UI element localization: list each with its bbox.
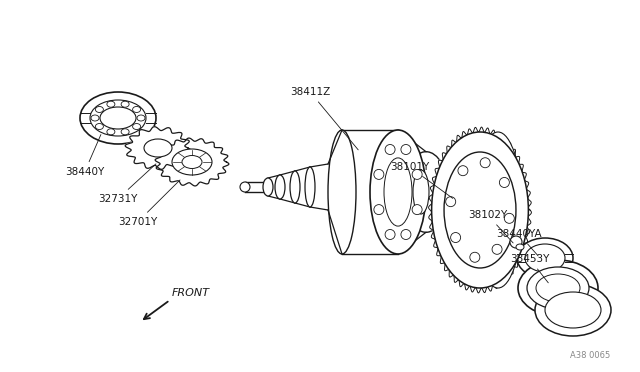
Polygon shape [155,138,229,186]
Ellipse shape [240,182,250,192]
Ellipse shape [263,178,273,196]
Ellipse shape [385,144,395,154]
Ellipse shape [91,115,99,121]
Text: 38440Y: 38440Y [65,135,104,177]
Ellipse shape [384,158,412,226]
Ellipse shape [182,155,202,169]
Ellipse shape [404,152,449,232]
Text: 38101Y: 38101Y [390,162,452,198]
Ellipse shape [95,106,104,112]
Ellipse shape [536,274,580,302]
Ellipse shape [510,236,522,248]
Ellipse shape [480,158,490,168]
Ellipse shape [545,292,601,328]
Ellipse shape [107,129,115,135]
Ellipse shape [107,101,115,107]
Ellipse shape [144,139,172,157]
Ellipse shape [517,238,573,278]
Ellipse shape [374,205,384,215]
Ellipse shape [305,167,315,207]
Ellipse shape [121,129,129,135]
Text: 38453Y: 38453Y [510,254,549,283]
Ellipse shape [328,130,356,254]
Text: FRONT: FRONT [172,288,210,298]
Ellipse shape [431,132,529,288]
Text: 38411Z: 38411Z [290,87,358,150]
Ellipse shape [80,92,156,144]
Ellipse shape [412,169,422,179]
Ellipse shape [504,213,515,223]
Ellipse shape [499,177,509,187]
Ellipse shape [100,107,136,129]
Ellipse shape [401,144,411,154]
Ellipse shape [445,197,456,207]
Ellipse shape [474,132,522,288]
Ellipse shape [413,170,429,214]
Ellipse shape [385,230,395,240]
Ellipse shape [525,244,565,272]
Ellipse shape [412,205,422,215]
Ellipse shape [172,149,212,175]
Ellipse shape [90,100,146,136]
Ellipse shape [121,101,129,107]
Ellipse shape [444,152,516,268]
Ellipse shape [132,124,141,129]
Ellipse shape [374,169,384,179]
Text: 32701Y: 32701Y [118,180,180,227]
Ellipse shape [137,115,145,121]
Ellipse shape [451,232,461,243]
Ellipse shape [401,230,411,240]
Text: A38 0065: A38 0065 [570,351,610,360]
Ellipse shape [290,171,300,203]
Ellipse shape [95,124,104,129]
Ellipse shape [516,244,524,250]
Polygon shape [429,127,531,293]
Ellipse shape [132,106,141,112]
Text: 38440YA: 38440YA [496,229,541,256]
Ellipse shape [370,130,426,254]
Ellipse shape [535,284,611,336]
Text: 38102Y: 38102Y [468,210,513,243]
Ellipse shape [470,252,480,262]
Text: 32731Y: 32731Y [98,164,156,204]
Ellipse shape [275,175,285,199]
Ellipse shape [527,267,589,309]
Ellipse shape [518,260,598,316]
Ellipse shape [492,244,502,254]
Polygon shape [125,127,191,169]
Ellipse shape [458,166,468,176]
